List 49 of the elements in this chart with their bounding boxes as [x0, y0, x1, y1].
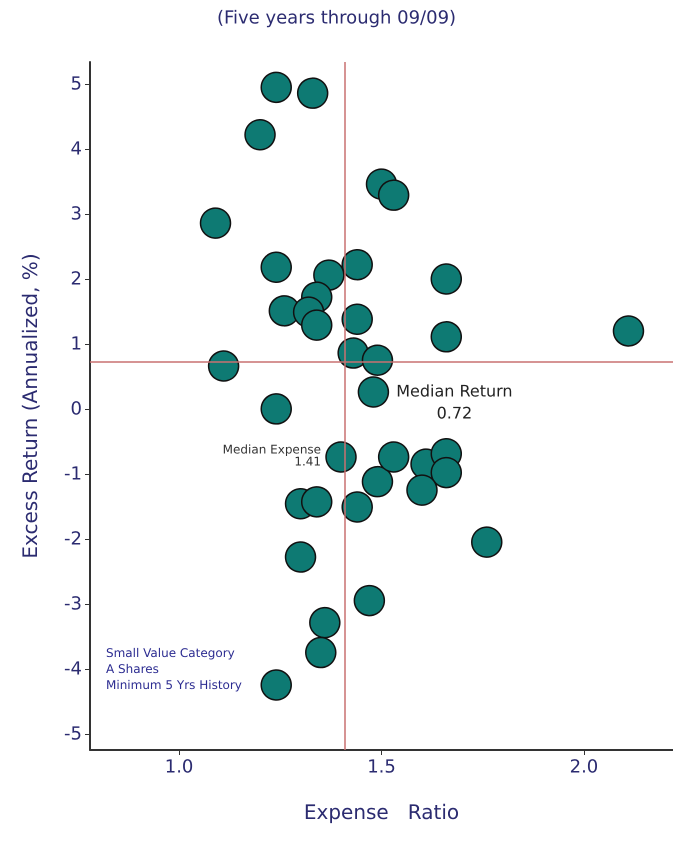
y-tick-label: -4: [64, 658, 82, 680]
point: [325, 441, 357, 473]
ref-line-label: Median Expense 1.41: [222, 442, 322, 469]
ref-line-label: Median Return 0.72: [396, 382, 513, 423]
point: [378, 441, 410, 473]
y-tick-label: -5: [64, 723, 82, 744]
point: [244, 119, 276, 151]
point: [341, 248, 373, 280]
point: [301, 309, 332, 341]
point: [354, 584, 386, 616]
x-tick-label: 2.0: [570, 756, 598, 778]
x-tick-label: 1.0: [164, 756, 194, 778]
point: [358, 376, 390, 408]
y-tick-label: 5: [70, 74, 82, 95]
point: [309, 606, 341, 638]
y-tick-label: 1: [70, 333, 82, 354]
x-axis-title: Expense Ratio: [304, 800, 460, 824]
point: [362, 344, 394, 376]
point: [200, 207, 232, 239]
y-tick-label: 3: [70, 204, 82, 225]
annotation: Small Value Category A Shares Minimum 5 Yrs History: [106, 646, 242, 692]
point: [260, 252, 292, 284]
point: [612, 315, 644, 347]
point: [471, 526, 503, 558]
y-axis-title: Excess Return (Annualized, %): [18, 253, 42, 559]
point: [296, 77, 328, 109]
y-tick-label: 4: [70, 138, 82, 160]
point: [362, 466, 394, 498]
y-tick-label: 0: [70, 398, 82, 420]
x-tick-label: 1.5: [367, 756, 396, 778]
point: [260, 393, 292, 425]
point: [260, 72, 292, 104]
point: [430, 456, 462, 488]
point: [284, 541, 316, 573]
point: [301, 486, 332, 518]
y-tick-label: 2: [70, 268, 82, 290]
point: [341, 491, 373, 523]
point: [430, 321, 462, 353]
point: [430, 263, 462, 295]
point: [208, 350, 240, 382]
point: [260, 669, 292, 701]
point: [305, 636, 337, 668]
y-tick-label: -1: [64, 463, 82, 484]
y-tick-label: -2: [64, 528, 82, 550]
point: [341, 304, 373, 336]
point: [378, 179, 410, 211]
chart-title: (Five years through 09/09): [216, 8, 456, 28]
y-tick-label: -3: [64, 593, 82, 614]
point: [406, 474, 438, 506]
